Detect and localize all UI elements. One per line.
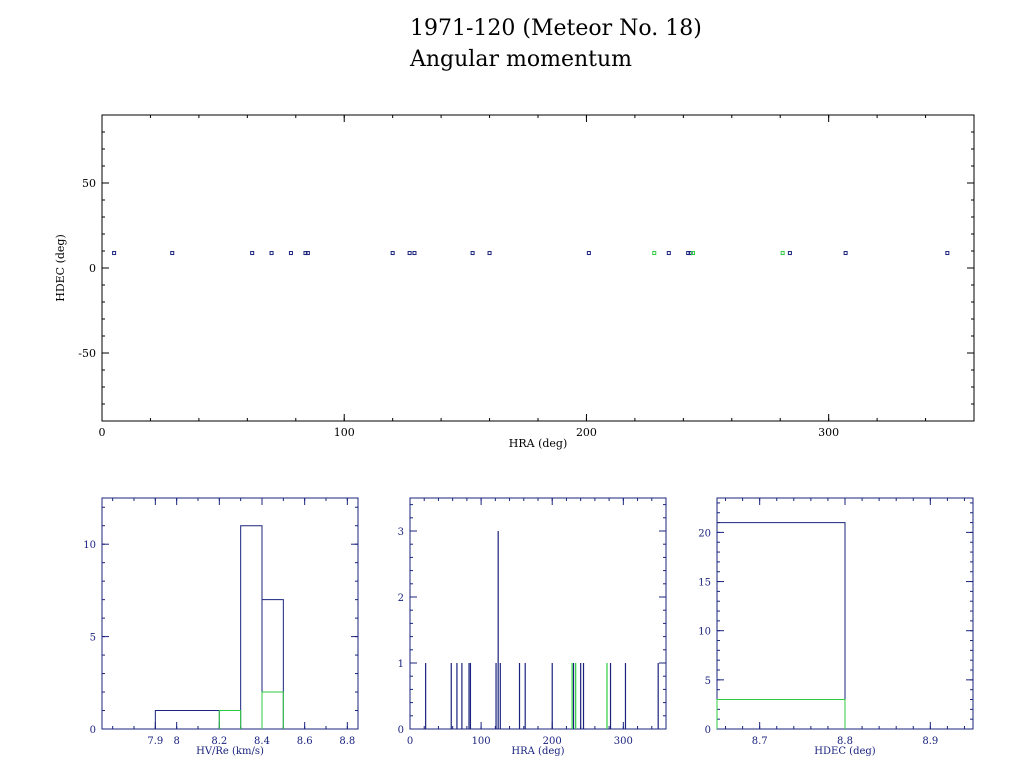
histogram-bar (240, 525, 263, 729)
x-tick-label: 8.8 (339, 736, 355, 747)
x-tick-label: 300 (818, 426, 839, 439)
scatter-point (250, 251, 255, 256)
x-tick-label: 100 (472, 736, 491, 747)
x-axis-label: HRA (deg) (511, 746, 564, 757)
x-tick-label: 8.8 (837, 736, 853, 747)
scatter-point (686, 251, 691, 256)
scatter-point (407, 251, 412, 256)
y-tick-label: 5 (90, 633, 96, 644)
scatter-point (112, 251, 117, 256)
histogram-bar (218, 710, 242, 729)
scatter-point (780, 251, 785, 256)
histogram-bar (154, 710, 220, 729)
x-axis-label: HV/Re (km/s) (196, 746, 264, 757)
scatter-point (412, 251, 417, 256)
x-tick-label: 0 (99, 426, 106, 439)
scatter-point (688, 251, 693, 256)
scatter-point (945, 251, 950, 256)
y-tick-label: 0 (90, 725, 96, 736)
scatter-point (303, 251, 308, 256)
y-tick-label: 2 (398, 593, 404, 604)
y-tick-label: 20 (698, 528, 711, 539)
x-tick-label: 8 (173, 736, 179, 747)
scatter-point (652, 251, 657, 256)
y-tick-label: 0 (89, 262, 96, 275)
scatter-point (487, 251, 492, 256)
plot-frame-1 (101, 497, 359, 730)
x-tick-label: 8.7 (752, 736, 768, 747)
x-tick-label: 300 (614, 736, 633, 747)
histogram-bar (716, 699, 846, 729)
y-tick-label: 0 (705, 725, 711, 736)
y-tick-label: 15 (698, 578, 711, 589)
scatter-point (843, 251, 848, 256)
y-tick-label: 5 (705, 676, 711, 687)
x-tick-label: 7.9 (147, 736, 163, 747)
y-tick-label: 10 (698, 627, 711, 638)
scatter-point (269, 251, 274, 256)
chart-subtitle: Angular momentum (410, 47, 632, 72)
scatter-point (305, 251, 310, 256)
y-tick-label: 3 (398, 527, 404, 538)
histogram-bar (716, 522, 846, 729)
scatter-point (390, 251, 395, 256)
histogram-bar (261, 691, 284, 729)
y-tick-label: -50 (78, 347, 96, 360)
histogram-bar (261, 599, 284, 729)
y-tick-label: 50 (82, 177, 96, 190)
x-tick-label: 8.4 (254, 736, 270, 747)
scatter-point (666, 251, 671, 256)
chart-title: 1971-120 (Meteor No. 18) (410, 16, 702, 41)
x-axis-label: HRA (deg) (509, 437, 568, 450)
x-axis-label: HDEC (deg) (814, 746, 875, 757)
y-tick-label: 0 (398, 725, 404, 736)
x-tick-label: 0 (407, 736, 413, 747)
scatter-point (586, 251, 591, 256)
x-tick-label: 100 (334, 426, 355, 439)
plot-frame-0 (101, 114, 975, 422)
scatter-point (691, 251, 696, 256)
x-tick-label: 8.9 (922, 736, 938, 747)
x-tick-label: 200 (543, 736, 562, 747)
plot-frame-2 (409, 497, 667, 730)
x-tick-label: 200 (576, 426, 597, 439)
scatter-point (787, 251, 792, 256)
scatter-point (470, 251, 475, 256)
y-tick-label: 10 (83, 540, 96, 551)
y-tick-label: 1 (398, 659, 404, 670)
scatter-point (170, 251, 175, 256)
y-axis-label: HDEC (deg) (54, 234, 67, 302)
x-tick-label: 8.2 (211, 736, 227, 747)
scatter-point (288, 251, 293, 256)
x-tick-label: 8.6 (297, 736, 313, 747)
